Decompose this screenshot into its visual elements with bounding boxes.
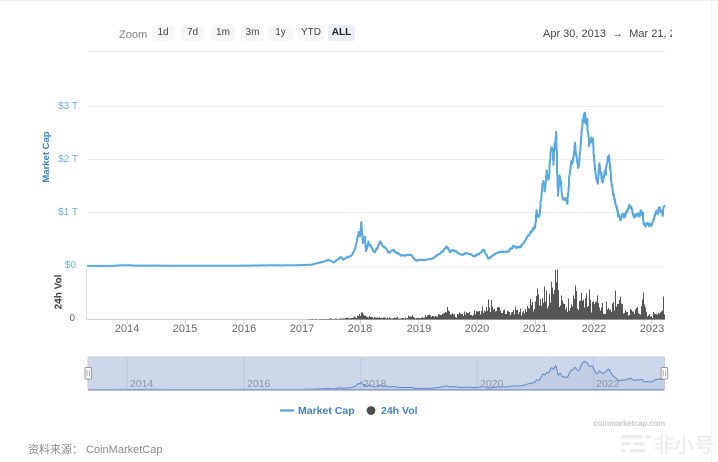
svg-text:24h Vol: 24h Vol <box>54 274 65 309</box>
svg-text:非小号: 非小号 <box>654 434 714 456</box>
svg-text:Market Cap: Market Cap <box>41 131 52 182</box>
